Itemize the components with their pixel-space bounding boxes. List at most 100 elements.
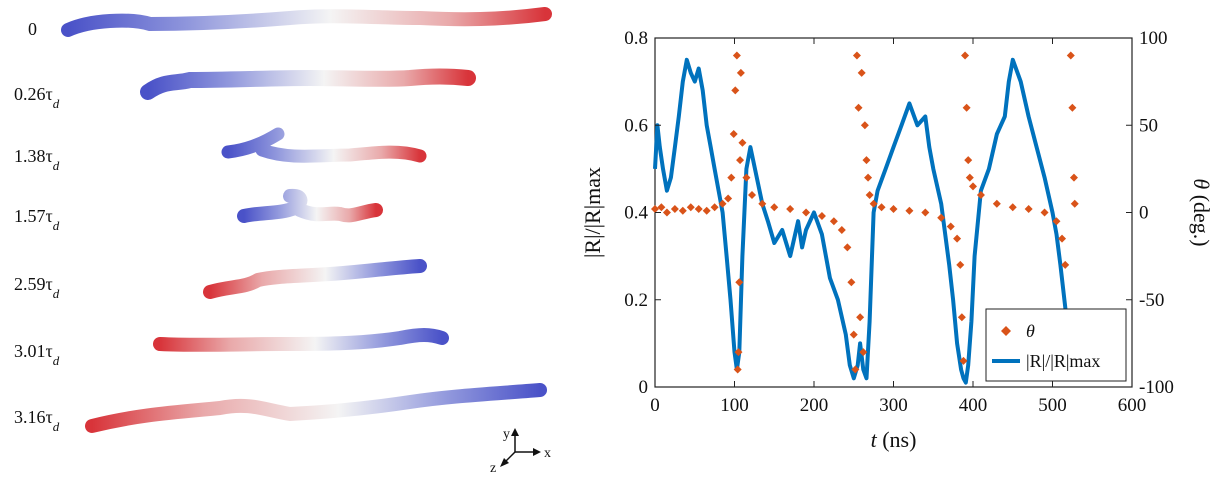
- theta-point: [953, 234, 962, 243]
- dual-axis-chart: 0 100 200 300 400 500 600 0 0.2 0.4 0.6 0.8 -100 -50 0…: [580, 28, 1213, 452]
- chain-5: [153, 328, 449, 352]
- theta-point: [738, 138, 747, 147]
- theta-point: [1058, 234, 1067, 243]
- theta-point: [710, 203, 719, 212]
- theta-point: [786, 205, 795, 214]
- theta-point: [843, 243, 852, 252]
- theta-point: [657, 203, 666, 212]
- theta-point: [962, 103, 971, 112]
- snapshot-label: 0: [28, 19, 37, 39]
- theta-point: [847, 278, 856, 287]
- theta-point: [957, 313, 966, 322]
- theta-point: [964, 156, 973, 165]
- theta-point: [678, 206, 687, 215]
- snapshot-label: 3.01τd: [14, 341, 60, 368]
- y-right-axis-title: θ (deg.): [1189, 178, 1213, 246]
- x-tick-label: 100: [720, 395, 749, 416]
- legend-R-label: |R|/|R|max: [1026, 351, 1100, 371]
- theta-point: [733, 365, 742, 374]
- y-right-tick-label: 100: [1139, 28, 1168, 49]
- theta-point: [869, 199, 878, 208]
- axis-triad: y x z: [490, 427, 551, 476]
- y-right-tick-label: 50: [1139, 115, 1158, 136]
- triad-z-label: z: [490, 461, 496, 476]
- theta-point: [976, 191, 985, 200]
- chain-4: [203, 259, 427, 299]
- theta-point: [969, 182, 977, 191]
- theta-point: [702, 206, 711, 215]
- theta-point: [770, 203, 779, 212]
- chain-0: [61, 7, 552, 37]
- theta-point: [1008, 203, 1017, 212]
- theta-point: [992, 199, 1001, 208]
- theta-point: [965, 173, 974, 182]
- theta-point: [937, 213, 946, 222]
- theta-point: [651, 205, 659, 214]
- legend: [985, 308, 1127, 382]
- y-right-tick-label: 0: [1139, 203, 1149, 224]
- theta-point: [670, 205, 679, 214]
- theta-point: [851, 365, 860, 374]
- theta-point: [877, 203, 886, 212]
- theta-point: [1068, 103, 1077, 112]
- theta-point: [961, 51, 970, 60]
- theta-point: [747, 191, 756, 200]
- theta-point: [1061, 260, 1070, 269]
- snapshot-label: 1.38τd: [14, 146, 60, 173]
- y-right-tick-label: -100: [1139, 377, 1174, 398]
- theta-point: [732, 51, 741, 60]
- triad-y-label: y: [503, 427, 510, 442]
- y-left-tick-label: 0.8: [624, 28, 648, 49]
- snapshot-label: 1.57τd: [14, 206, 60, 233]
- theta-point: [1052, 217, 1061, 226]
- snapshot-label: 0.26τd: [14, 84, 60, 111]
- x-tick-label: 500: [1038, 395, 1067, 416]
- x-tick-label: 0: [650, 395, 660, 416]
- theta-point: [889, 205, 898, 214]
- chain-1: [140, 68, 476, 100]
- chain-3: [237, 188, 383, 223]
- y-left-tick-label: 0.4: [624, 203, 648, 224]
- chain-2: [221, 127, 427, 163]
- snapshot-figure: 0 0.26τd 1.38τd 1.57τd 2.59τd 3.01τd 3.16τd: [14, 7, 552, 476]
- theta-point: [956, 260, 965, 269]
- theta-point: [921, 208, 930, 217]
- theta-point: [1040, 208, 1049, 217]
- theta-point: [735, 278, 744, 287]
- theta-point: [859, 348, 868, 357]
- theta-point: [662, 208, 671, 217]
- theta-point: [731, 86, 740, 95]
- theta-point: [905, 206, 914, 215]
- chart-panel: 0 100 200 300 400 500 600 0 0.2 0.4 0.6 0.8 -100 -50 0…: [580, 0, 1213, 479]
- theta-point: [1066, 51, 1075, 60]
- theta-point: [959, 356, 968, 365]
- theta-point: [817, 211, 826, 220]
- theta-point: [864, 173, 873, 182]
- theta-point: [849, 330, 858, 339]
- theta-point: [742, 173, 751, 182]
- theta-point: [946, 222, 955, 231]
- theta-point: [865, 191, 874, 200]
- x-axis-title: t (ns): [871, 427, 917, 452]
- theta-point: [736, 156, 745, 165]
- y-left-tick-label: 0: [639, 377, 649, 398]
- theta-point: [729, 129, 738, 138]
- theta-point: [854, 103, 863, 112]
- y-left-tick-label: 0.2: [624, 290, 648, 311]
- theta-point: [802, 208, 811, 217]
- y-right-tick-label: -50: [1139, 290, 1164, 311]
- snapshot-label: 3.16τd: [14, 407, 60, 434]
- theta-point: [862, 156, 871, 165]
- theta-point: [860, 121, 869, 130]
- snapshot-label: 2.59τd: [14, 274, 60, 301]
- theta-point: [857, 68, 866, 77]
- triad-x-label: x: [544, 446, 551, 461]
- theta-point: [1069, 173, 1078, 182]
- theta-point: [736, 68, 745, 77]
- x-tick-label: 600: [1118, 395, 1147, 416]
- series-R-line: [653, 57, 1077, 385]
- snapshot-panel: 0 0.26τd 1.38τd 1.57τd 2.59τd 3.01τd 3.16τd: [0, 0, 580, 479]
- theta-point: [758, 199, 767, 208]
- y-left-axis-title: |R|/|R|max: [580, 167, 605, 258]
- theta-point: [829, 217, 838, 226]
